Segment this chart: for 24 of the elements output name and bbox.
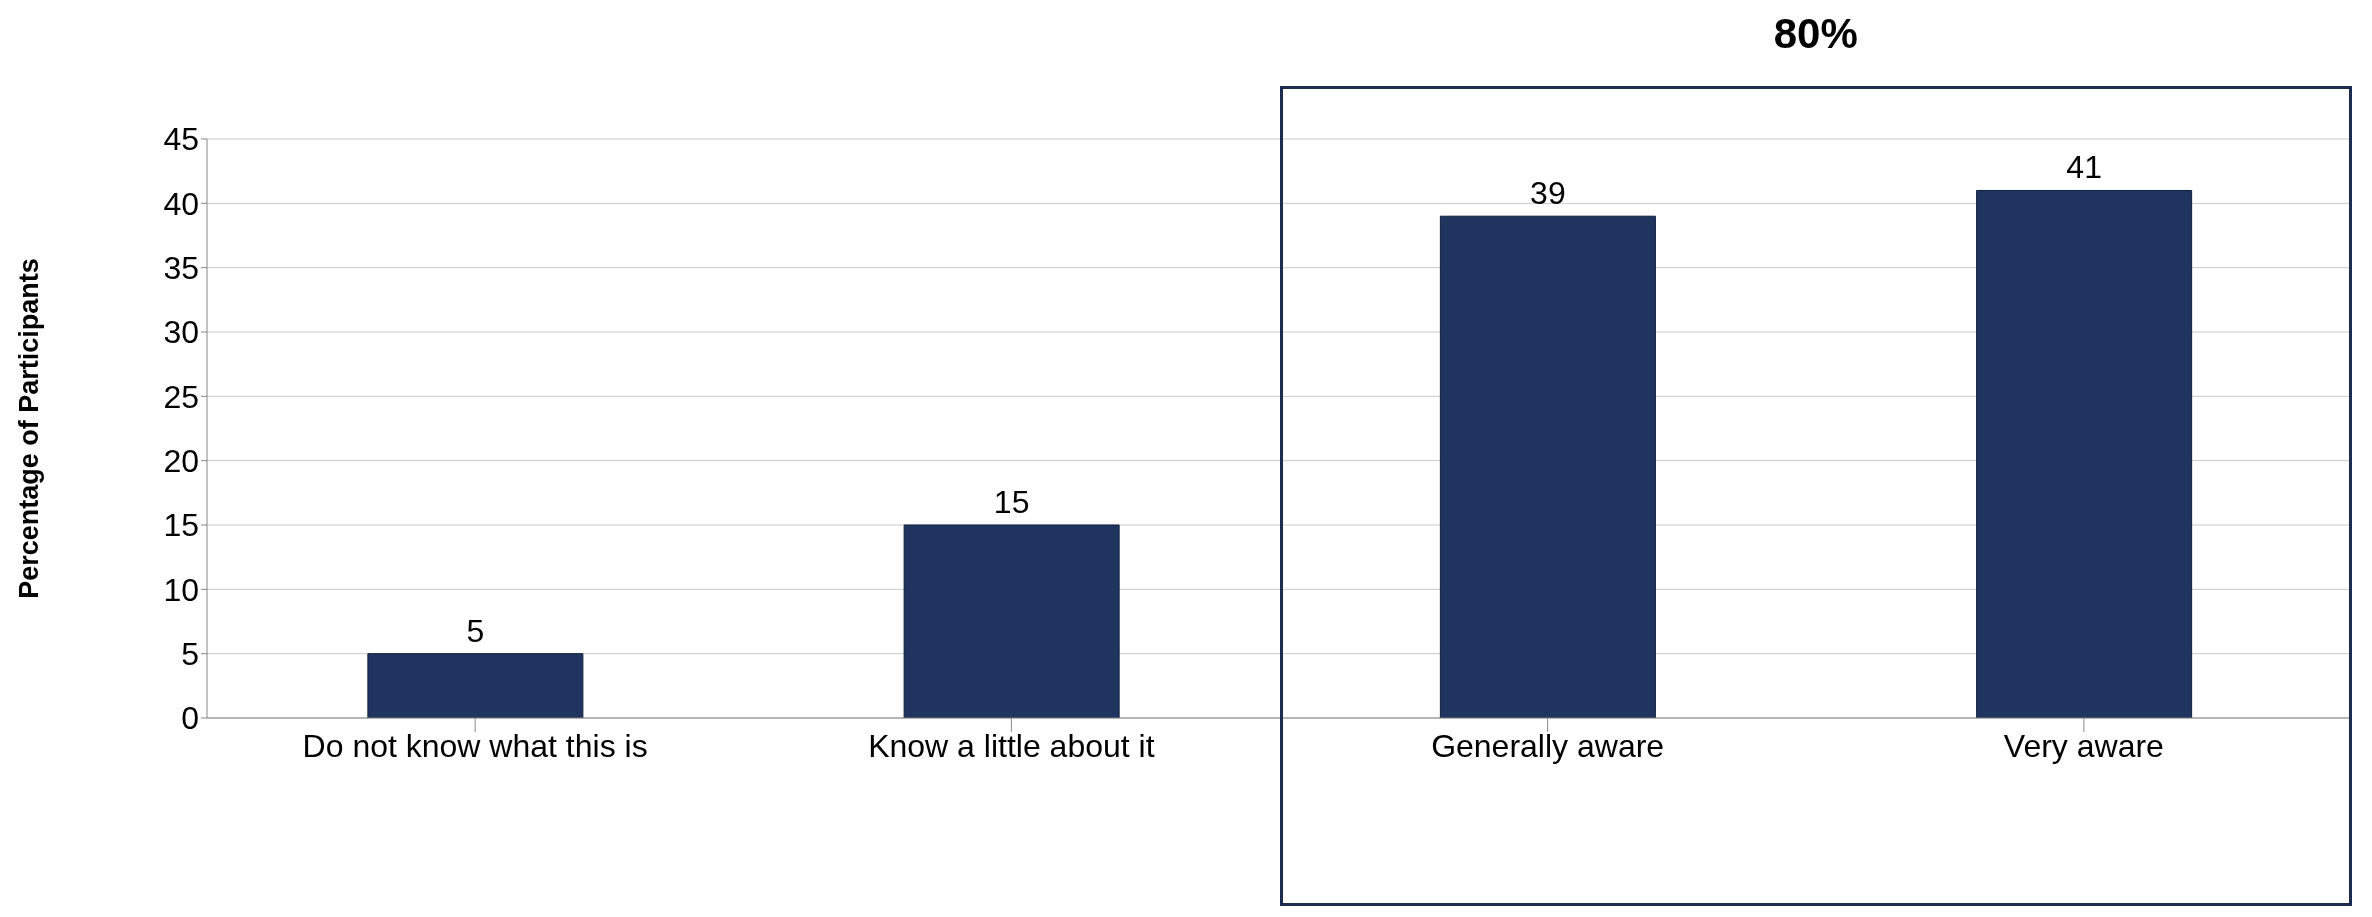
y-tick-label: 5	[181, 636, 199, 673]
y-tick-label: 30	[163, 314, 199, 351]
y-tick-label: 25	[163, 378, 199, 415]
bar	[367, 653, 584, 718]
data-label: 5	[466, 612, 485, 649]
x-tick-label: Generally aware	[1431, 727, 1665, 764]
text: 80%	[1772, 10, 1859, 58]
y-tick-label: 10	[163, 571, 199, 608]
x-tick-label: Do not know what this is	[302, 727, 648, 764]
x-tick-label: Know a little about it	[868, 727, 1155, 764]
y-tick-label: 15	[163, 507, 199, 544]
y-tick-label: 40	[163, 185, 199, 222]
y-tick-label: 45	[163, 121, 199, 158]
x-tick-label: Very aware	[2003, 727, 2164, 764]
bar	[1976, 189, 2193, 718]
bar	[903, 524, 1120, 718]
data-label: 41	[2066, 149, 2102, 186]
y-tick-label: 20	[163, 443, 199, 480]
y-tick-label: 35	[163, 250, 199, 287]
y-axis-title: Percentage of Participants	[13, 258, 44, 599]
data-label: 15	[993, 484, 1030, 520]
data-label: 39	[1530, 175, 1566, 212]
y-tick-label: 0	[181, 700, 199, 737]
bar	[1439, 215, 1656, 718]
